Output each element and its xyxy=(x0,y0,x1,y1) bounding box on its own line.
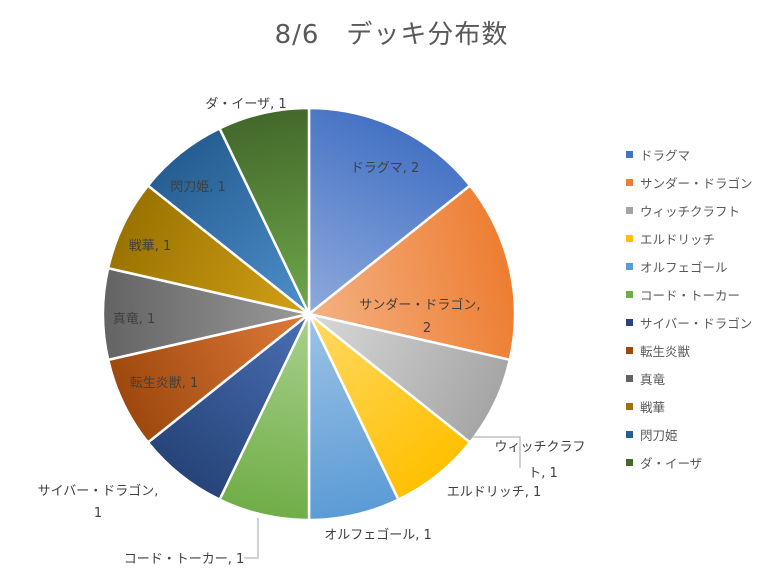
data-label: 閃刀姫, 1 xyxy=(170,180,226,195)
legend-label: ウィッチクラフト xyxy=(640,203,741,219)
data-label: オルフェゴール, 1 xyxy=(324,527,432,543)
data-label-line2: 2 xyxy=(423,321,431,336)
data-label: 転生炎獣, 1 xyxy=(130,376,199,391)
legend-label: ドラグマ xyxy=(640,147,691,163)
legend-swatch xyxy=(626,206,633,214)
legend-label: サンダー・ドラゴン xyxy=(640,175,753,191)
data-label-line2: 1 xyxy=(94,506,102,521)
legend-item: オルフェゴール xyxy=(611,252,777,280)
legend-label: 真竜 xyxy=(640,371,666,387)
legend-swatch xyxy=(626,430,633,438)
legend-label: サイバー・ドラゴン xyxy=(640,315,753,331)
legend-swatch xyxy=(626,290,633,298)
legend-item: 戦華 xyxy=(611,392,777,420)
pie-slice xyxy=(217,106,311,315)
legend-label: 閃刀姫 xyxy=(640,427,678,443)
legend: ドラグマサンダー・ドラゴン ウィッチクラフト エルドリッチ オルフェゴール コード・トー… xyxy=(611,140,777,476)
legend-item: 閃刀姫 xyxy=(611,420,777,448)
legend-swatch xyxy=(626,374,633,382)
legend-label: コード・トーカー xyxy=(640,287,741,303)
legend-swatch xyxy=(626,318,633,326)
legend-swatch xyxy=(626,458,633,466)
legend-swatch xyxy=(626,402,633,410)
legend-swatch xyxy=(626,262,633,270)
data-label: サイバー・ドラゴン, xyxy=(38,483,159,499)
data-label: ドラグマ, 2 xyxy=(351,161,420,176)
legend-label: ダ・イーザ xyxy=(640,455,703,471)
leader-line xyxy=(465,436,521,468)
legend-label: 転生炎獣 xyxy=(640,343,691,359)
legend-item: サイバー・ドラゴン xyxy=(611,308,777,336)
legend-label: 戦華 xyxy=(640,399,666,415)
pie-slice xyxy=(307,106,472,317)
data-label: エルドリッチ, 1 xyxy=(447,485,542,500)
legend-swatch xyxy=(626,178,633,186)
data-labels: ドラグマ, 2 サンダー・ドラゴン, 2 ウィッチクラフト, 1 エルドリッチ, 1 オル… xyxy=(38,97,586,567)
data-label: ウィッチクラフ xyxy=(494,440,585,455)
legend-item: 真竜 xyxy=(611,364,777,392)
legend-label: エルドリッチ xyxy=(640,231,716,247)
legend-item: ウィッチクラフト xyxy=(611,196,777,224)
chart-title: 8/6 デッキ分布数 xyxy=(274,20,509,50)
pie-slices xyxy=(101,106,517,522)
legend-swatch xyxy=(626,150,633,158)
data-label: サンダー・ドラゴン, xyxy=(359,297,480,313)
legend-item: ダ・イーザ xyxy=(611,448,777,476)
legend-item: ドラグマ xyxy=(611,140,777,168)
legend-swatch xyxy=(626,346,633,354)
legend-item: 転生炎獣 xyxy=(611,336,777,364)
legend-item: コード・トーカー xyxy=(611,280,777,308)
pie-slice xyxy=(306,183,517,362)
data-label-line2: ト, 1 xyxy=(528,466,558,481)
leader-line xyxy=(244,518,259,559)
legend-swatch xyxy=(626,234,633,242)
leader-lines xyxy=(244,436,521,559)
legend-label: オルフェゴール xyxy=(640,259,728,275)
legend-item: エルドリッチ xyxy=(611,224,777,252)
data-label: ダ・イーザ, 1 xyxy=(205,97,286,112)
data-label: 戦華, 1 xyxy=(129,239,172,254)
data-label: 真竜, 1 xyxy=(113,312,156,327)
legend-item: サンダー・ドラゴン xyxy=(611,168,777,196)
data-label: コード・トーカー, 1 xyxy=(124,552,245,567)
